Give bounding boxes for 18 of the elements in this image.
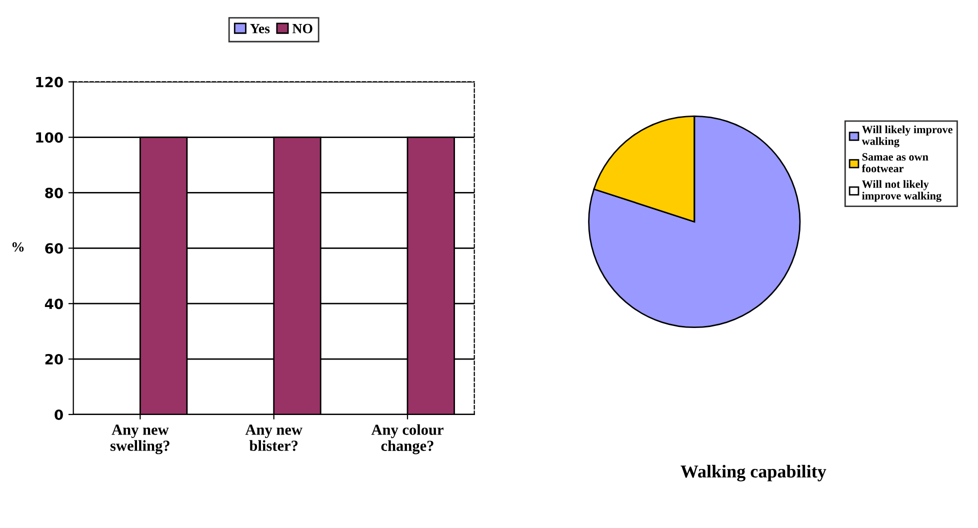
x-tick-label: Any colour change?: [371, 424, 444, 454]
legend-label: Samae as own footwear: [862, 153, 928, 172]
y-tick-label: 60: [45, 243, 63, 254]
y-axis-title: %: [12, 242, 24, 252]
y-tick-label: 20: [45, 354, 63, 365]
x-tick-label: Any new swelling?: [110, 424, 170, 454]
legend-label: Yes: [250, 24, 270, 34]
y-tick-label: 0: [54, 409, 63, 420]
text: Walking capability: [680, 464, 826, 482]
legend-label: Will likely improve walking: [862, 125, 952, 148]
x-tick-label: Any new blister?: [245, 424, 302, 451]
legend-label: Will not likely improve walking: [862, 180, 942, 202]
y-tick-label: 80: [45, 188, 63, 198]
y-tick-label: 40: [44, 298, 63, 310]
pie-slice: [588, 115, 801, 328]
y-tick-label: 100: [36, 132, 63, 143]
legend-label: NO: [292, 24, 312, 34]
y-tick-label: 120: [36, 76, 63, 88]
